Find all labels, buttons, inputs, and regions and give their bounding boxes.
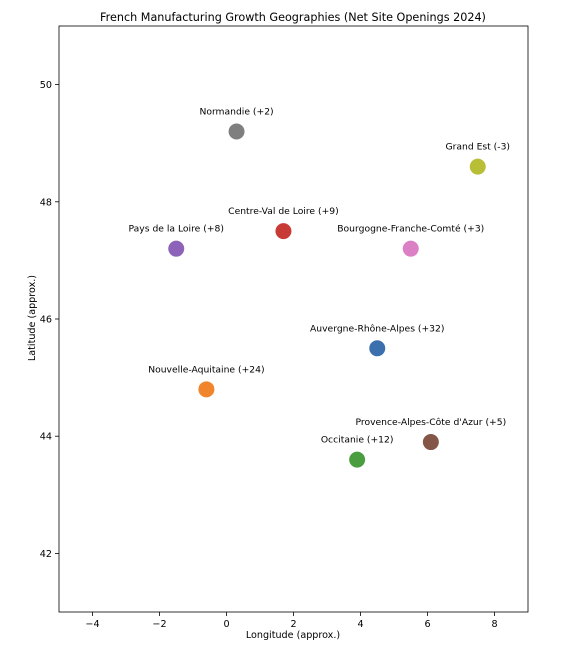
x-axis-label: Longitude (approx.) bbox=[246, 630, 340, 641]
plot-frame bbox=[58, 25, 529, 613]
scatter-point bbox=[228, 123, 245, 140]
data-points bbox=[168, 123, 486, 468]
scatter-point bbox=[402, 240, 419, 257]
x-tick-label: −4 bbox=[85, 619, 99, 630]
point-label: Centre-Val de Loire (+9) bbox=[228, 206, 339, 217]
scatter-point bbox=[422, 434, 439, 451]
y-tick-label: 50 bbox=[40, 80, 52, 91]
x-tick-label: 4 bbox=[357, 619, 363, 630]
y-axis-label: Latitude (approx.) bbox=[27, 275, 38, 361]
scatter-point bbox=[168, 240, 185, 257]
point-label: Grand Est (-3) bbox=[445, 142, 510, 153]
scatter-point bbox=[198, 381, 215, 398]
x-tick-label: 2 bbox=[290, 619, 296, 630]
x-tick-label: 8 bbox=[491, 619, 497, 630]
point-label: Occitanie (+12) bbox=[321, 435, 394, 446]
point-label: Normandie (+2) bbox=[199, 106, 273, 117]
point-label: Bourgogne-Franche-Comté (+3) bbox=[337, 224, 484, 235]
y-tick-label: 46 bbox=[40, 315, 52, 326]
point-label: Provence-Alpes-Côte d'Azur (+5) bbox=[356, 417, 507, 428]
point-label: Pays de la Loire (+8) bbox=[129, 224, 224, 235]
x-tick-label: 6 bbox=[424, 619, 430, 630]
x-tick-label: −2 bbox=[152, 619, 166, 630]
point-label: Nouvelle-Aquitaine (+24) bbox=[148, 364, 264, 375]
y-tick-label: 42 bbox=[40, 549, 52, 560]
y-tick-label: 44 bbox=[40, 432, 52, 443]
scatter-point bbox=[369, 340, 386, 357]
y-tick-label: 48 bbox=[40, 197, 52, 208]
point-label: Auvergne-Rhône-Alpes (+32) bbox=[310, 323, 444, 334]
data-labels: Auvergne-Rhône-Alpes (+32) Nouvelle-Aquit… bbox=[129, 106, 510, 445]
x-tick-label: 0 bbox=[223, 619, 229, 630]
scatter-point bbox=[349, 451, 366, 468]
chart-title: French Manufacturing Growth Geographies … bbox=[100, 11, 486, 24]
scatter-point bbox=[275, 223, 292, 240]
scatter-point bbox=[469, 158, 486, 175]
